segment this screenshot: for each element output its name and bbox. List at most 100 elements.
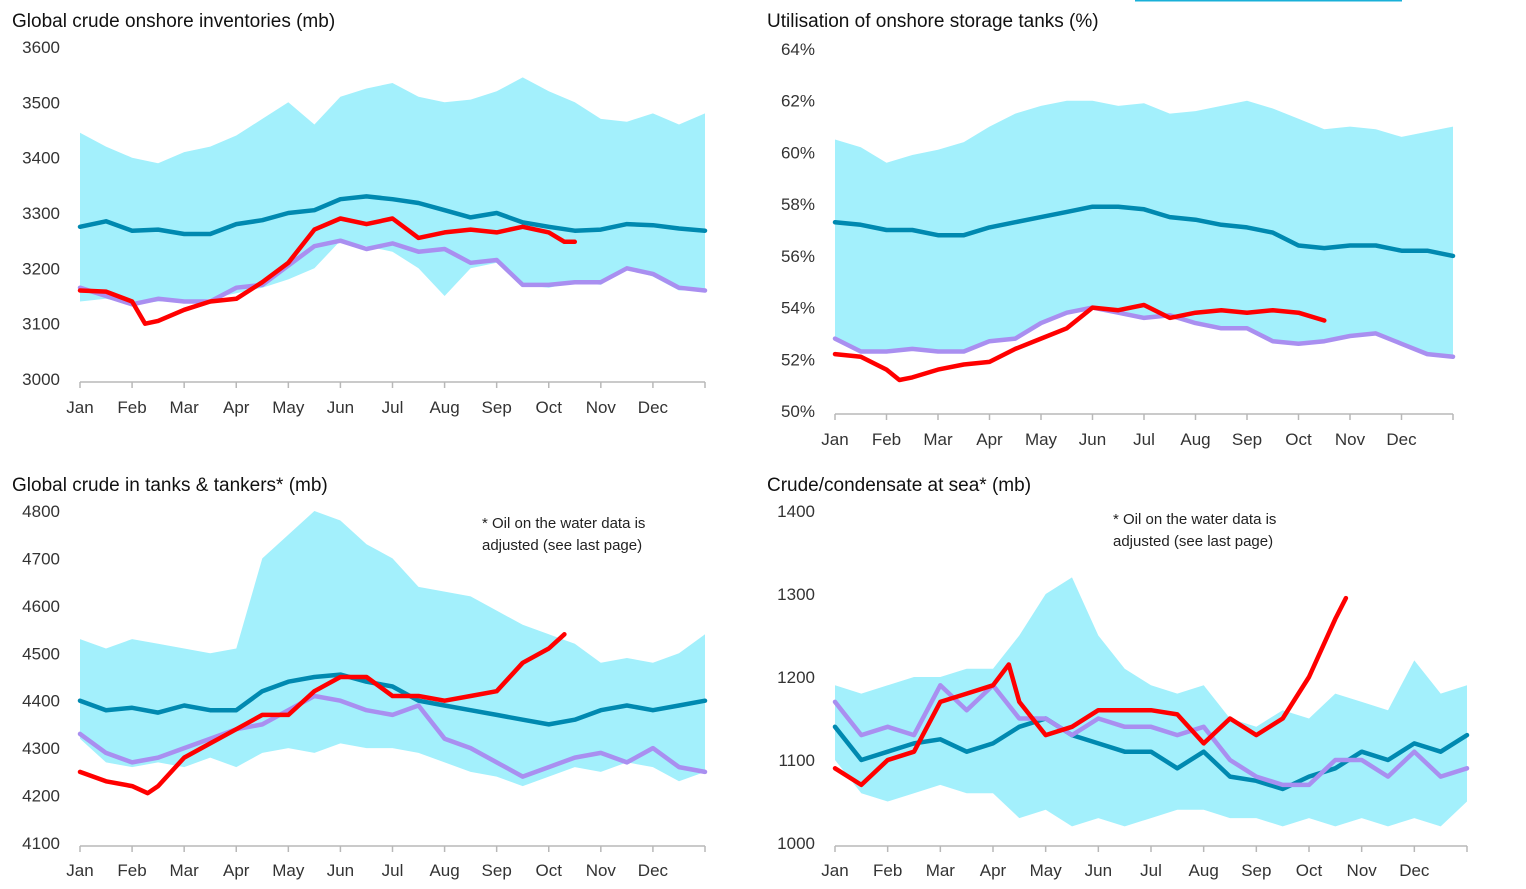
x-tick-label: Nov xyxy=(1347,861,1378,880)
x-tick-label: Aug xyxy=(1189,861,1219,880)
x-tick-label: Dec xyxy=(638,398,669,417)
y-tick-label: 4700 xyxy=(22,549,60,568)
x-tick-label: Jun xyxy=(327,398,354,417)
current-year-line xyxy=(832,595,1349,788)
y-tick-label: 3200 xyxy=(22,259,60,278)
x-tick-label: Dec xyxy=(1399,861,1430,880)
chart-2: Utilisation of onshore storage tanks (%)… xyxy=(767,11,1456,449)
average-line xyxy=(77,672,708,727)
x-tick-label: Apr xyxy=(980,861,1007,880)
chart-note: adjusted (see last page) xyxy=(1113,533,1273,550)
y-tick-label: 3600 xyxy=(22,38,60,57)
y-tick-label: 64% xyxy=(781,40,815,59)
range-band xyxy=(835,577,1467,827)
x-tick-label: Jun xyxy=(327,861,354,880)
x-tick-label: Nov xyxy=(1335,430,1366,449)
y-tick-label: 3300 xyxy=(22,204,60,223)
x-tick-label: Oct xyxy=(1285,430,1312,449)
chart-3: Global crude in tanks & tankers* (mb) Jan… xyxy=(12,475,708,880)
x-tick-label: Apr xyxy=(223,398,250,417)
x-tick-label: Apr xyxy=(223,861,250,880)
x-tick-label: Sep xyxy=(1241,861,1271,880)
x-tick-label: Mar xyxy=(170,398,200,417)
x-tick-label: Nov xyxy=(586,861,617,880)
x-tick-label: Feb xyxy=(873,861,902,880)
x-tick-label: Apr xyxy=(976,430,1003,449)
average-line xyxy=(832,716,1470,792)
y-tick-label: 1200 xyxy=(777,668,815,687)
x-tick-label: Feb xyxy=(872,430,901,449)
y-tick-label: 54% xyxy=(781,299,815,318)
chart-4: Crude/condensate at sea* (mb) Jan Feb Mar Ap… xyxy=(767,475,1470,880)
current-year-line xyxy=(77,632,567,796)
y-tick-label: 58% xyxy=(781,195,815,214)
y-tick-label: 4100 xyxy=(22,834,60,853)
y-tick-label: 56% xyxy=(781,247,815,266)
range-band xyxy=(835,100,1453,357)
current-year-line xyxy=(832,302,1327,383)
x-tick-label: Aug xyxy=(1180,430,1210,449)
x-tick-label: Feb xyxy=(117,861,146,880)
range-band xyxy=(80,511,705,787)
x-tick-label: Jul xyxy=(1133,430,1155,449)
x-tick-label: Dec xyxy=(638,861,669,880)
y-tick-label: 4800 xyxy=(22,502,60,521)
current-year-line xyxy=(77,216,578,326)
x-tick-label: Oct xyxy=(1296,861,1323,880)
y-tick-label: 4500 xyxy=(22,644,60,663)
x-tick-label: Jul xyxy=(1140,861,1162,880)
x-tick-label: Mar xyxy=(926,861,956,880)
previous-year-line xyxy=(832,305,1456,359)
y-tick-label: 1300 xyxy=(777,585,815,604)
y-tick-label: 1000 xyxy=(777,834,815,853)
x-tick-label: Jun xyxy=(1085,861,1112,880)
x-tick-label: Jul xyxy=(382,398,404,417)
average-line xyxy=(77,194,708,237)
x-tick-label: Mar xyxy=(170,861,200,880)
y-tick-label: 1400 xyxy=(777,502,815,521)
x-tick-label: Jun xyxy=(1079,430,1106,449)
x-tick-label: Sep xyxy=(482,398,512,417)
x-tick-label: Jan xyxy=(66,861,93,880)
y-tick-label: 3100 xyxy=(22,315,60,334)
chart-title: Global crude onshore inventories (mb) xyxy=(12,11,335,32)
previous-year-line xyxy=(77,693,708,779)
x-tick-label: Aug xyxy=(429,861,459,880)
x-tick-label: Feb xyxy=(117,398,146,417)
x-tick-label: Sep xyxy=(482,861,512,880)
y-tick-label: 3400 xyxy=(22,149,60,168)
x-tick-label: Jan xyxy=(821,861,848,880)
chart-title: Global crude in tanks & tankers* (mb) xyxy=(12,475,328,496)
y-tick-label: 50% xyxy=(781,402,815,421)
x-tick-label: Oct xyxy=(536,398,563,417)
x-tick-label: Oct xyxy=(536,861,563,880)
average-line xyxy=(832,204,1456,259)
y-tick-label: 62% xyxy=(781,92,815,111)
y-tick-label: 1100 xyxy=(778,751,815,770)
chart-title: Crude/condensate at sea* (mb) xyxy=(767,475,1031,496)
x-tick-label: Aug xyxy=(429,398,459,417)
y-tick-label: 60% xyxy=(781,143,815,162)
y-tick-label: 4300 xyxy=(22,739,60,758)
x-tick-label: Jul xyxy=(382,861,404,880)
x-tick-label: Jan xyxy=(821,430,848,449)
x-tick-label: May xyxy=(272,398,305,417)
x-tick-label: May xyxy=(1025,430,1058,449)
chart-note: * Oil on the water data is xyxy=(1113,511,1276,528)
x-tick-label: May xyxy=(1030,861,1063,880)
previous-year-line xyxy=(77,238,708,307)
chart-title: Utilisation of onshore storage tanks (%) xyxy=(767,11,1099,32)
y-tick-label: 52% xyxy=(781,350,815,369)
x-tick-label: Jan xyxy=(66,398,93,417)
x-tick-label: Sep xyxy=(1232,430,1262,449)
range-band xyxy=(80,77,705,305)
y-tick-label: 3500 xyxy=(22,93,60,112)
y-tick-label: 4600 xyxy=(22,597,60,616)
y-tick-label: 4400 xyxy=(22,692,60,711)
chart-note: adjusted (see last page) xyxy=(482,537,642,554)
y-tick-label: 3000 xyxy=(22,370,60,389)
y-tick-label: 4200 xyxy=(22,787,60,806)
x-tick-label: Nov xyxy=(586,398,617,417)
x-tick-label: Mar xyxy=(923,430,953,449)
